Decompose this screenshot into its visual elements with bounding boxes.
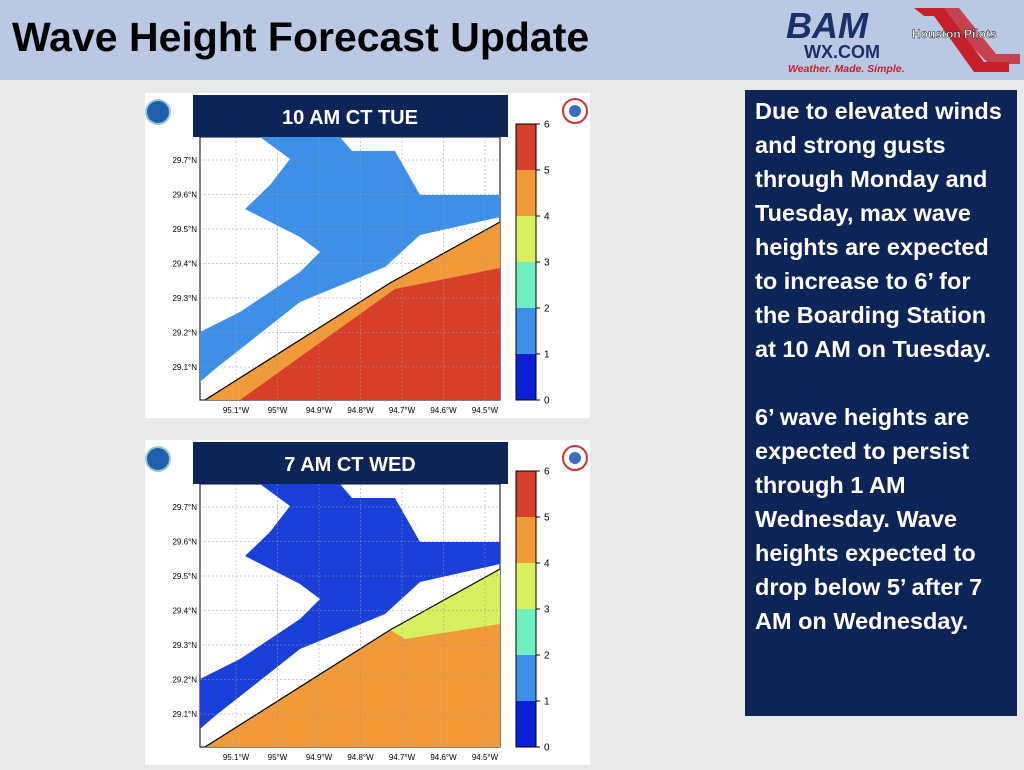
sidebar: Due to elevated winds and strong gusts t…	[745, 90, 1017, 716]
latitude-label: 29.7°N	[172, 156, 197, 165]
colorbar-label: 4	[544, 212, 550, 223]
colorbar-label: 1	[544, 350, 550, 361]
longitude-label: 94.6°W	[430, 406, 457, 415]
colorbar-band	[516, 262, 536, 308]
longitude-label: 94.5°W	[472, 753, 499, 762]
bay-water	[200, 484, 500, 729]
header: Wave Height Forecast Update BAM WX.COM W…	[0, 0, 1024, 80]
colorbar-label: 6	[544, 467, 550, 478]
nws-logo-inner	[569, 105, 581, 117]
time-label: 10 AM CT TUE	[282, 107, 418, 129]
noaa-logo	[145, 99, 171, 125]
colorbar-label: 2	[544, 304, 550, 315]
longitude-label: 95°W	[268, 753, 288, 762]
longitude-label: 94.8°W	[347, 753, 374, 762]
colorbar-band	[516, 216, 536, 262]
colorbar-label: 0	[544, 396, 550, 407]
colorbar-band	[516, 563, 536, 609]
colorbar-label: 2	[544, 651, 550, 662]
latitude-label: 29.2°N	[172, 329, 197, 338]
longitude-label: 94.8°W	[347, 406, 374, 415]
maps: 95.1°W 95°W 94.9°W 94.8°W 94.7°W 94.6°W 94.5°W…	[145, 93, 590, 765]
longitude-label: 94.7°W	[389, 406, 416, 415]
colorbar-label: 5	[544, 513, 550, 524]
longitude-label: 95°W	[268, 406, 288, 415]
colorbar-label: 6	[544, 120, 550, 131]
colorbar-band	[516, 124, 536, 170]
time-label: 7 AM CT WED	[284, 454, 415, 476]
coastline	[204, 568, 501, 748]
label-bar	[193, 95, 508, 137]
latitude-label: 29.1°N	[172, 363, 197, 372]
colorbar-label: 4	[544, 559, 550, 570]
colorbar-label: 3	[544, 258, 550, 269]
latitude-label: 29.6°N	[172, 538, 197, 547]
bam-logo: BAM	[786, 5, 869, 46]
colorbar-band	[516, 701, 536, 747]
map-panel: 95.1°W 95°W 94.9°W 94.8°W 94.7°W 94.6°W 94.5°W…	[145, 93, 590, 418]
colorbar-band	[516, 655, 536, 701]
latitude-label: 29.7°N	[172, 503, 197, 512]
colorbar-label: 5	[544, 166, 550, 177]
tagline: Weather. Made. Simple.	[788, 63, 905, 75]
bay-water	[200, 137, 500, 382]
colorbar-band	[516, 517, 536, 563]
nws-logo-inner	[569, 452, 581, 464]
wx-logo: WX.COM	[804, 42, 880, 62]
colorbar-band	[516, 308, 536, 354]
colorbar-band	[516, 354, 536, 400]
moderate-waves	[390, 569, 500, 639]
latitude-label: 29.5°N	[172, 572, 197, 581]
colorbar-label: 0	[544, 743, 550, 754]
slide-title: Wave Height Forecast Update	[12, 14, 590, 60]
colorbar-band	[516, 471, 536, 517]
logos: BAM WX.COM Weather. Made. Simple. Housto…	[786, 5, 1020, 75]
colorbar-band	[516, 609, 536, 655]
longitude-label: 94.6°W	[430, 753, 457, 762]
longitude-label: 95.1°W	[223, 406, 250, 415]
noaa-logo	[145, 446, 171, 472]
map-panel: 95.1°W 95°W 94.9°W 94.8°W 94.7°W 94.6°W 94.5°W…	[145, 440, 590, 765]
latitude-label: 29.4°N	[172, 260, 197, 269]
pilots-emblem	[914, 8, 1009, 72]
longitude-label: 94.5°W	[472, 406, 499, 415]
latitude-label: 29.5°N	[172, 225, 197, 234]
latitude-label: 29.3°N	[172, 641, 197, 650]
label-bar	[193, 442, 508, 484]
coastline	[204, 221, 501, 401]
latitude-label: 29.3°N	[172, 294, 197, 303]
colorbar-label: 3	[544, 605, 550, 616]
pilots-logo: Houston Pilots	[912, 27, 997, 41]
latitude-label: 29.4°N	[172, 607, 197, 616]
longitude-label: 94.9°W	[306, 753, 333, 762]
latitude-label: 29.2°N	[172, 676, 197, 685]
paragraph: Due to elevated winds and strong gusts t…	[755, 98, 1002, 362]
latitude-label: 29.1°N	[172, 710, 197, 719]
pilots-emblem	[934, 8, 1020, 64]
longitude-label: 95.1°W	[223, 753, 250, 762]
latitude-label: 29.6°N	[172, 191, 197, 200]
colorbar-band	[516, 170, 536, 216]
colorbar-label: 1	[544, 697, 550, 708]
longitude-label: 94.7°W	[389, 753, 416, 762]
paragraph: 6’ wave heights are expected to persist …	[755, 404, 983, 634]
longitude-label: 94.9°W	[306, 406, 333, 415]
